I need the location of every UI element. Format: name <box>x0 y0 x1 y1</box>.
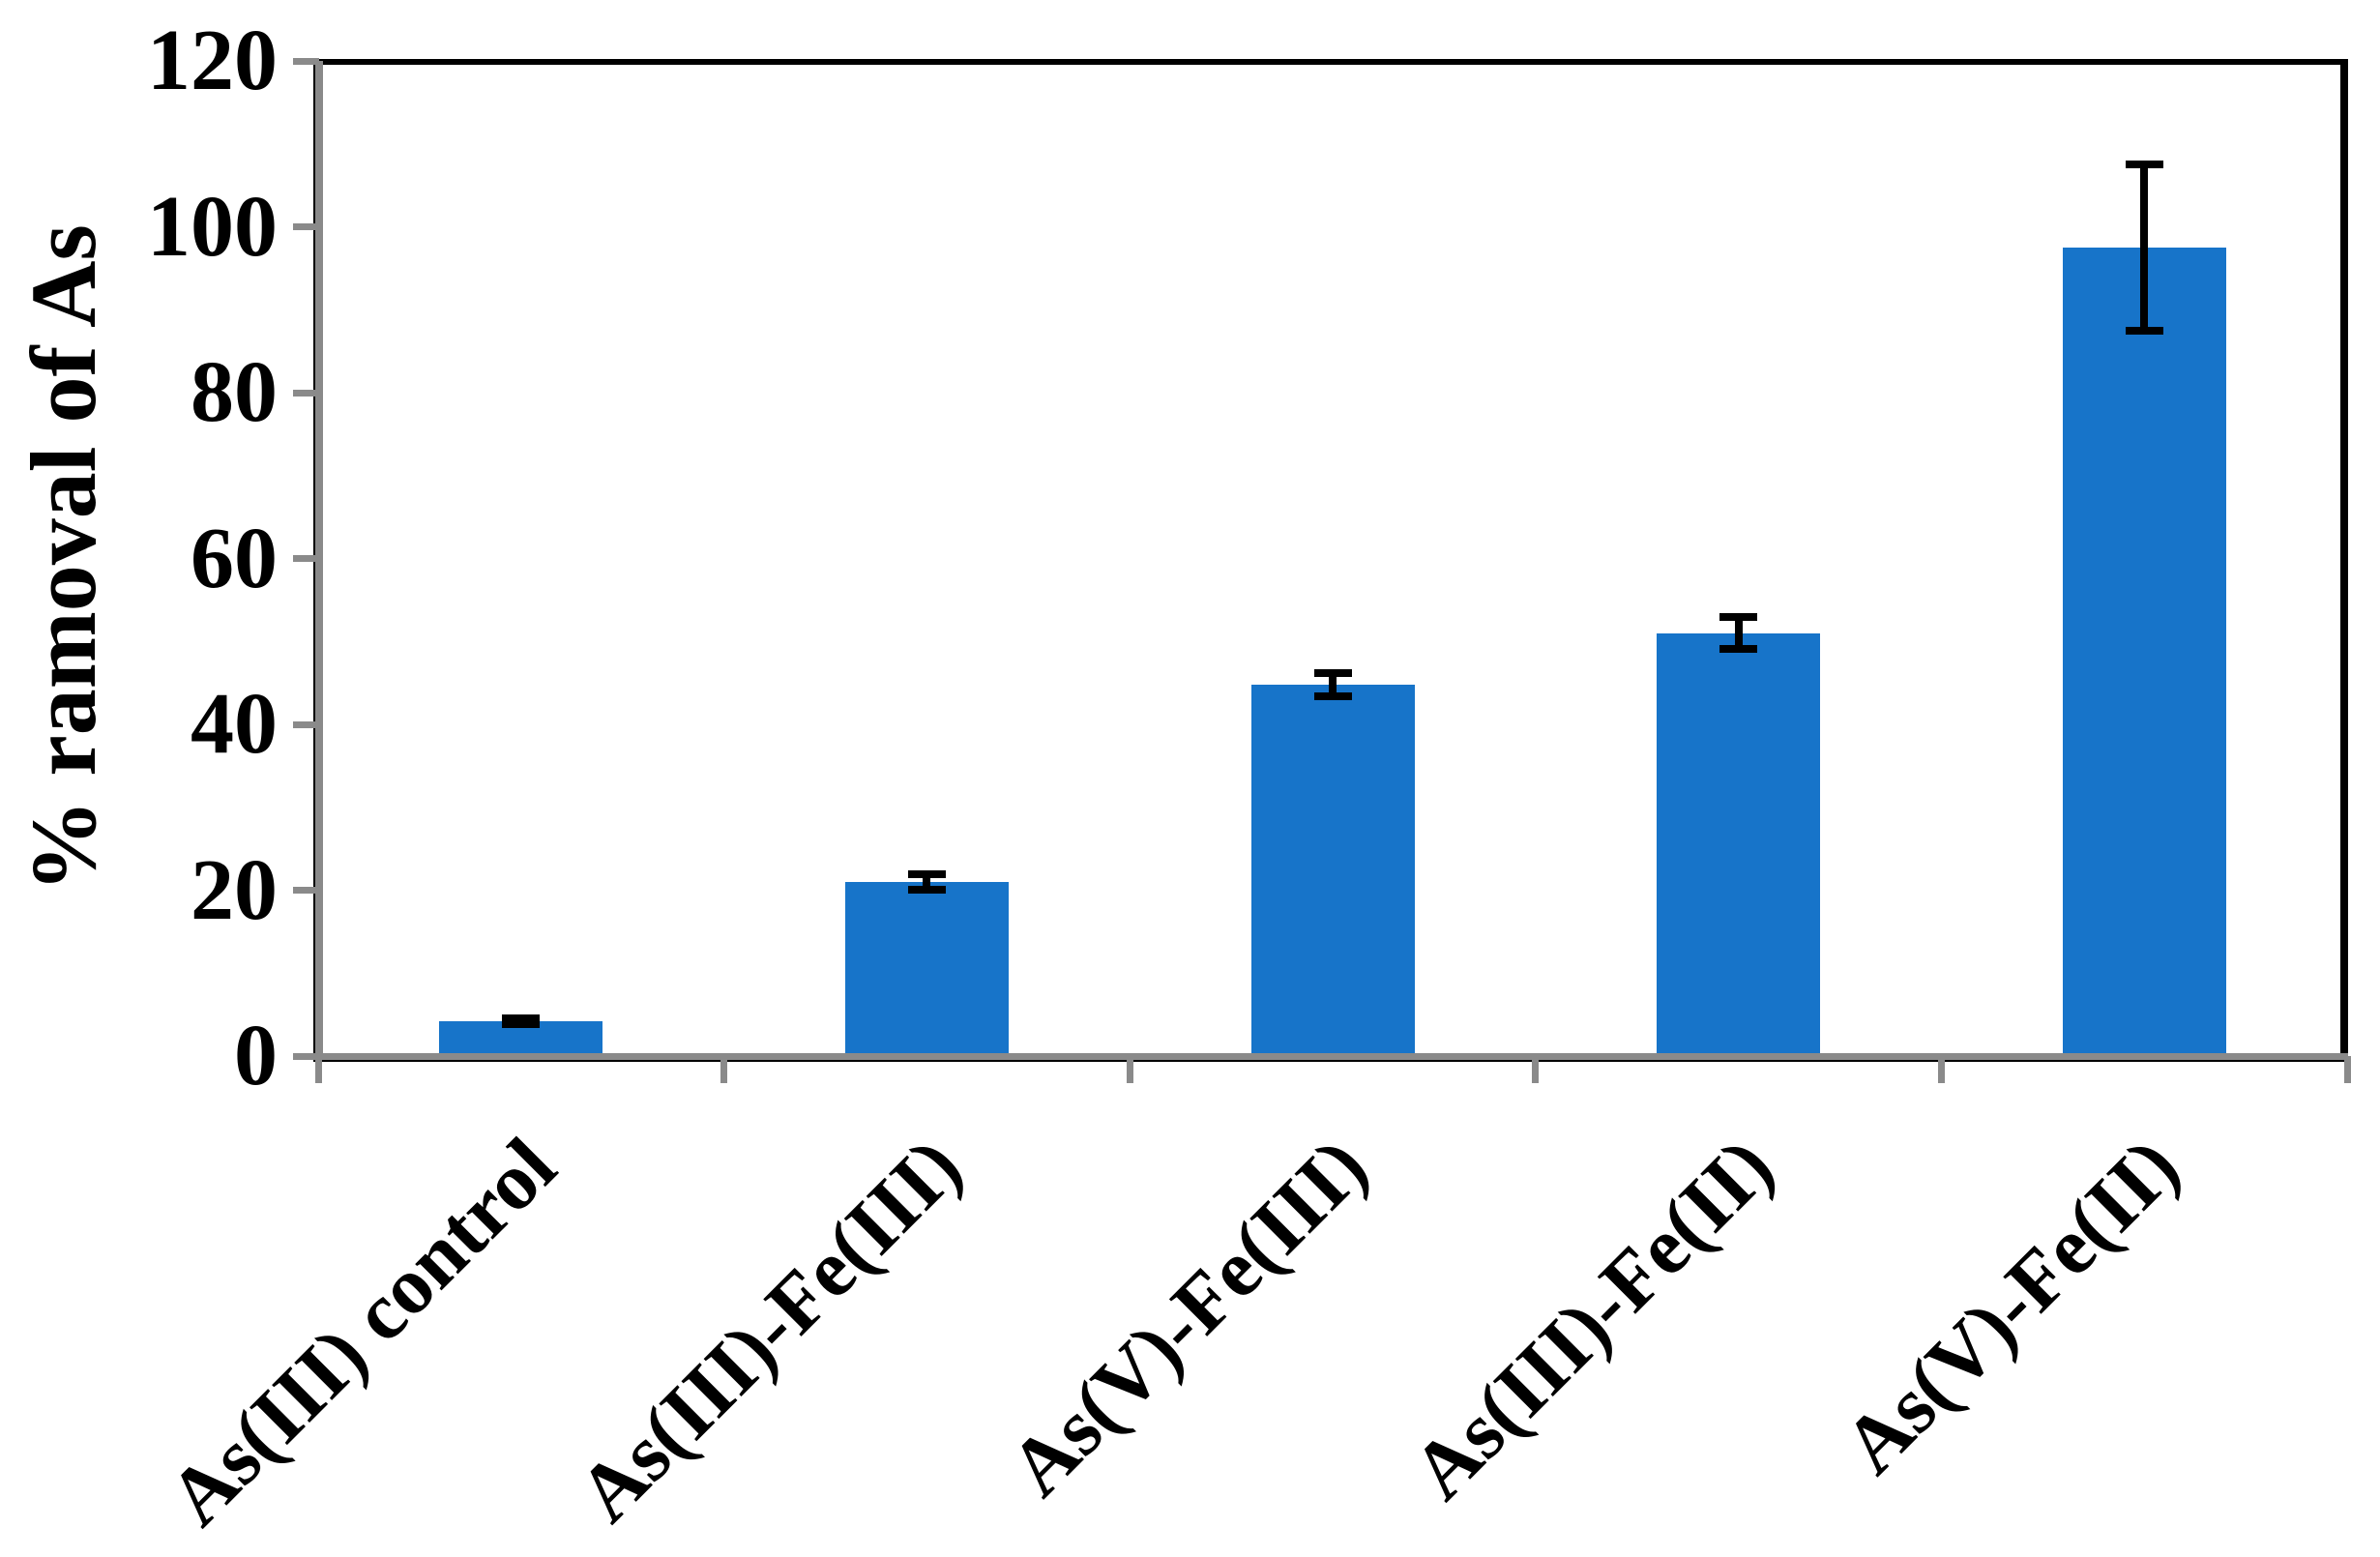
error-bar-cap-top <box>907 870 946 879</box>
x-tick-mark <box>314 1056 322 1083</box>
category-label: As(V)-Fe(II) <box>1698 1120 2196 1490</box>
x-tick-mark <box>2343 1056 2351 1083</box>
x-tick-mark <box>1126 1056 1133 1083</box>
category-label: As(III)-Fe(II) <box>1256 1120 1791 1516</box>
bar <box>1657 632 1821 1056</box>
y-tick-label: 60 <box>191 510 278 606</box>
y-axis-line <box>315 61 323 1060</box>
error-bar-line <box>1329 672 1337 696</box>
y-tick-mark <box>293 223 319 230</box>
y-tick-label: 0 <box>234 1008 278 1103</box>
y-tick-mark <box>293 57 319 65</box>
category-label: As(V)-Fe(III) <box>855 1120 1386 1513</box>
bar <box>844 881 1009 1056</box>
y-tick-mark <box>293 1052 319 1060</box>
x-axis-line <box>313 1053 2348 1060</box>
y-tick-mark <box>293 887 319 894</box>
y-tick-label: 40 <box>191 676 278 772</box>
y-tick-mark <box>293 389 319 397</box>
y-tick-label: 20 <box>191 841 278 938</box>
error-bar-cap-top <box>502 1014 541 1022</box>
error-bar-cap-bottom <box>1719 644 1758 653</box>
error-bar-cap-top <box>1719 613 1758 622</box>
category-label-text: As(V)-Fe(II) <box>1826 1121 2197 1491</box>
error-bar-cap-top <box>1313 668 1352 677</box>
error-bar-cap-bottom <box>907 885 946 894</box>
category-label: As(III)-Fe(III) <box>413 1120 980 1539</box>
y-tick-label: 100 <box>147 178 278 275</box>
error-bar-cap-bottom <box>502 1020 541 1029</box>
error-bar-cap-top <box>2125 161 2163 169</box>
y-tick-mark <box>293 555 319 562</box>
bar <box>2062 247 2226 1056</box>
bar <box>1250 684 1415 1056</box>
x-tick-mark <box>1532 1056 1540 1083</box>
x-tick-mark <box>720 1056 728 1083</box>
y-tick-mark <box>293 720 319 728</box>
error-bar-line <box>1734 617 1743 649</box>
error-bar-line <box>2140 164 2149 331</box>
error-bar-cap-bottom <box>2125 326 2163 335</box>
y-tick-label: 80 <box>191 344 278 440</box>
error-bar-line <box>923 874 931 890</box>
y-tick-label: 120 <box>147 13 278 108</box>
error-bar-cap-bottom <box>1313 691 1352 700</box>
x-tick-mark <box>1937 1056 1945 1083</box>
